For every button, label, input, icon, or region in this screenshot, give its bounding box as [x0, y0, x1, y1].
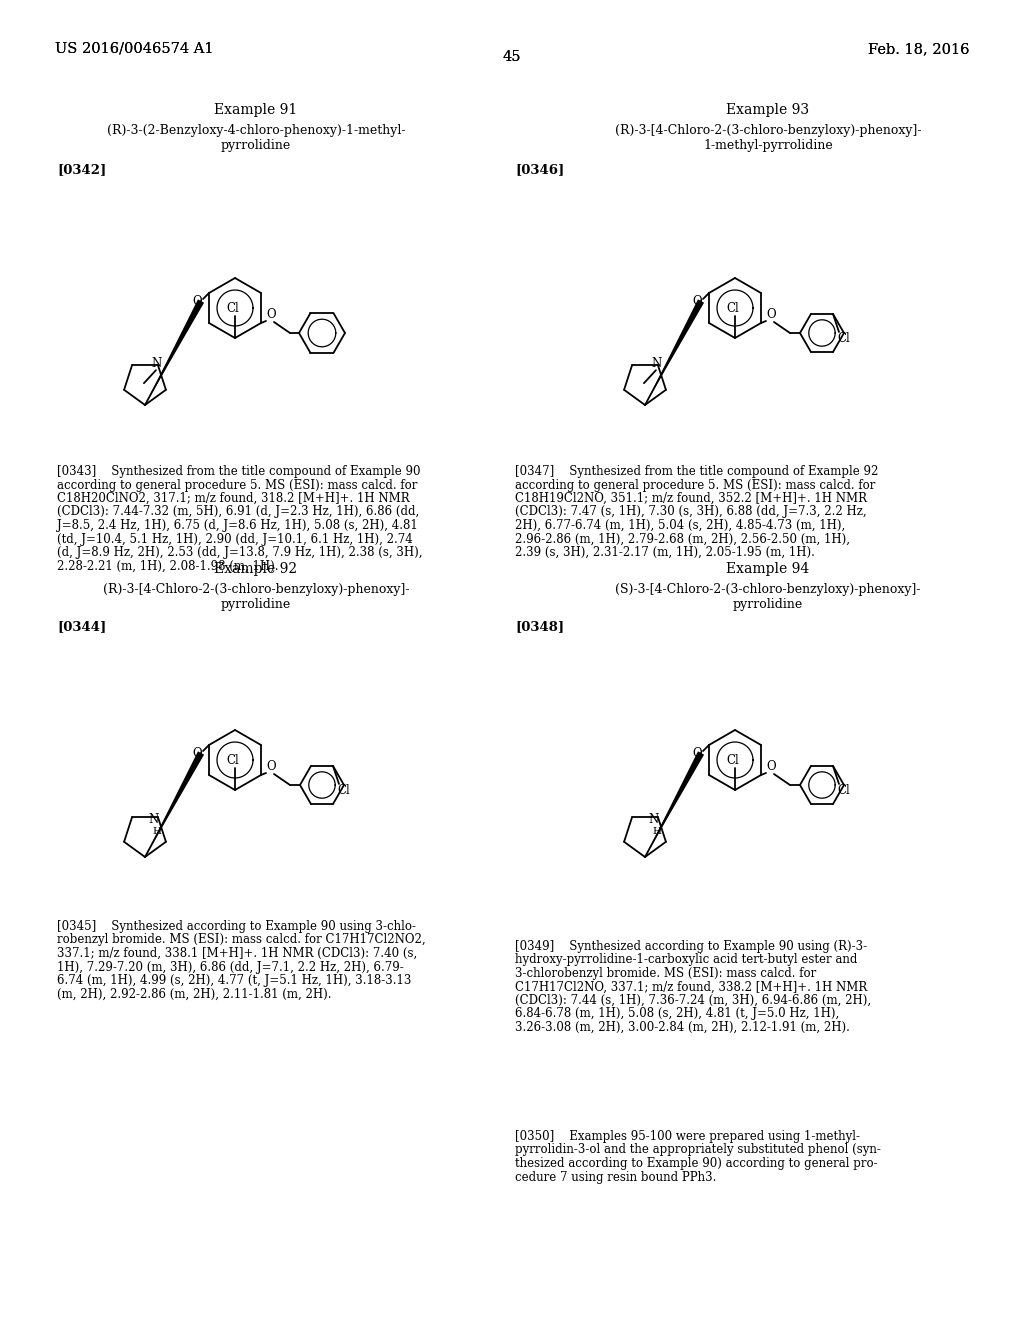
Text: 2H), 6.77-6.74 (m, 1H), 5.04 (s, 2H), 4.85-4.73 (m, 1H),: 2H), 6.77-6.74 (m, 1H), 5.04 (s, 2H), 4.…	[515, 519, 845, 532]
Text: Cl: Cl	[226, 754, 239, 767]
Text: (R)-3-[4-Chloro-2-(3-chloro-benzyloxy)-phenoxy]-: (R)-3-[4-Chloro-2-(3-chloro-benzyloxy)-p…	[614, 124, 922, 137]
Text: O: O	[692, 294, 701, 308]
Text: according to general procedure 5. MS (ESI): mass calcd. for: according to general procedure 5. MS (ES…	[57, 479, 418, 491]
Text: (S)-3-[4-Chloro-2-(3-chloro-benzyloxy)-phenoxy]-: (S)-3-[4-Chloro-2-(3-chloro-benzyloxy)-p…	[615, 583, 921, 597]
Text: 6.84-6.78 (m, 1H), 5.08 (s, 2H), 4.81 (t, J=5.0 Hz, 1H),: 6.84-6.78 (m, 1H), 5.08 (s, 2H), 4.81 (t…	[515, 1007, 840, 1020]
Text: pyrrolidin-3-ol and the appropriately substituted phenol (syn-: pyrrolidin-3-ol and the appropriately su…	[515, 1143, 881, 1156]
Text: Cl: Cl	[837, 784, 850, 797]
Text: O: O	[266, 308, 275, 321]
Text: O: O	[766, 308, 775, 321]
Text: (CDCl3): 7.47 (s, 1H), 7.30 (s, 3H), 6.88 (dd, J=7.3, 2.2 Hz,: (CDCl3): 7.47 (s, 1H), 7.30 (s, 3H), 6.8…	[515, 506, 866, 519]
Text: 2.39 (s, 3H), 2.31-2.17 (m, 1H), 2.05-1.95 (m, 1H).: 2.39 (s, 3H), 2.31-2.17 (m, 1H), 2.05-1.…	[515, 546, 815, 558]
Text: N: N	[652, 356, 663, 370]
Text: according to general procedure 5. MS (ESI): mass calcd. for: according to general procedure 5. MS (ES…	[515, 479, 876, 491]
Text: Cl: Cl	[726, 754, 738, 767]
Text: Cl: Cl	[837, 331, 850, 345]
Text: 1H), 7.29-7.20 (m, 3H), 6.86 (dd, J=7.1, 2.2 Hz, 2H), 6.79-: 1H), 7.29-7.20 (m, 3H), 6.86 (dd, J=7.1,…	[57, 961, 403, 974]
Text: [0346]: [0346]	[515, 162, 564, 176]
Text: US 2016/0046574 A1: US 2016/0046574 A1	[55, 42, 213, 55]
Text: cedure 7 using resin bound PPh3.: cedure 7 using resin bound PPh3.	[515, 1171, 717, 1184]
Text: H: H	[153, 826, 162, 836]
Text: 45: 45	[503, 50, 521, 63]
Text: pyrrolidine: pyrrolidine	[221, 139, 291, 152]
Text: Cl: Cl	[726, 302, 738, 315]
Text: O: O	[766, 759, 775, 772]
Text: 3.26-3.08 (m, 2H), 3.00-2.84 (m, 2H), 2.12-1.91 (m, 2H).: 3.26-3.08 (m, 2H), 3.00-2.84 (m, 2H), 2.…	[515, 1020, 850, 1034]
Text: N: N	[152, 356, 162, 370]
Text: O: O	[266, 759, 275, 772]
Text: Feb. 18, 2016: Feb. 18, 2016	[868, 42, 970, 55]
Text: (R)-3-(2-Benzyloxy-4-chloro-phenoxy)-1-methyl-: (R)-3-(2-Benzyloxy-4-chloro-phenoxy)-1-m…	[106, 124, 406, 137]
Text: [0347]    Synthesized from the title compound of Example 92: [0347] Synthesized from the title compou…	[515, 465, 879, 478]
Text: [0350]    Examples 95-100 were prepared using 1-methyl-: [0350] Examples 95-100 were prepared usi…	[515, 1130, 860, 1143]
Text: Example 94: Example 94	[726, 562, 810, 576]
Text: 3-chlorobenzyl bromide. MS (ESI): mass calcd. for: 3-chlorobenzyl bromide. MS (ESI): mass c…	[515, 968, 816, 979]
Polygon shape	[145, 300, 204, 405]
Text: (R)-3-[4-Chloro-2-(3-chloro-benzyloxy)-phenoxy]-: (R)-3-[4-Chloro-2-(3-chloro-benzyloxy)-p…	[102, 583, 410, 597]
Polygon shape	[645, 300, 705, 405]
Text: US 2016/0046574 A1: US 2016/0046574 A1	[55, 42, 213, 55]
Text: C17H17Cl2NO, 337.1; m/z found, 338.2 [M+H]+. 1H NMR: C17H17Cl2NO, 337.1; m/z found, 338.2 [M+…	[515, 981, 867, 994]
Text: O: O	[193, 294, 202, 308]
Text: (td, J=10.4, 5.1 Hz, 1H), 2.90 (dd, J=10.1, 6.1 Hz, 1H), 2.74: (td, J=10.4, 5.1 Hz, 1H), 2.90 (dd, J=10…	[57, 532, 413, 545]
Text: Example 91: Example 91	[214, 103, 298, 117]
Text: (m, 2H), 2.92-2.86 (m, 2H), 2.11-1.81 (m, 2H).: (m, 2H), 2.92-2.86 (m, 2H), 2.11-1.81 (m…	[57, 987, 332, 1001]
Text: Example 93: Example 93	[726, 103, 810, 117]
Text: (CDCl3): 7.44-7.32 (m, 5H), 6.91 (d, J=2.3 Hz, 1H), 6.86 (dd,: (CDCl3): 7.44-7.32 (m, 5H), 6.91 (d, J=2…	[57, 506, 419, 519]
Text: Feb. 18, 2016: Feb. 18, 2016	[868, 42, 970, 55]
Text: 6.74 (m, 1H), 4.99 (s, 2H), 4.77 (t, J=5.1 Hz, 1H), 3.18-3.13: 6.74 (m, 1H), 4.99 (s, 2H), 4.77 (t, J=5…	[57, 974, 412, 987]
Text: 1-methyl-pyrrolidine: 1-methyl-pyrrolidine	[703, 139, 833, 152]
Text: O: O	[193, 747, 202, 760]
Text: thesized according to Example 90) according to general pro-: thesized according to Example 90) accord…	[515, 1158, 878, 1170]
Text: H: H	[652, 826, 662, 836]
Text: J=8.5, 2.4 Hz, 1H), 6.75 (d, J=8.6 Hz, 1H), 5.08 (s, 2H), 4.81: J=8.5, 2.4 Hz, 1H), 6.75 (d, J=8.6 Hz, 1…	[57, 519, 418, 532]
Text: C18H19Cl2NO, 351.1; m/z found, 352.2 [M+H]+. 1H NMR: C18H19Cl2NO, 351.1; m/z found, 352.2 [M+…	[515, 492, 867, 506]
Text: robenzyl bromide. MS (ESI): mass calcd. for C17H17Cl2NO2,: robenzyl bromide. MS (ESI): mass calcd. …	[57, 933, 426, 946]
Text: pyrrolidine: pyrrolidine	[733, 598, 803, 611]
Text: 2.96-2.86 (m, 1H), 2.79-2.68 (m, 2H), 2.56-2.50 (m, 1H),: 2.96-2.86 (m, 1H), 2.79-2.68 (m, 2H), 2.…	[515, 532, 850, 545]
Text: Cl: Cl	[226, 302, 239, 315]
Text: [0342]: [0342]	[57, 162, 106, 176]
Text: [0343]    Synthesized from the title compound of Example 90: [0343] Synthesized from the title compou…	[57, 465, 421, 478]
Text: [0345]    Synthesized according to Example 90 using 3-chlo-: [0345] Synthesized according to Example …	[57, 920, 416, 933]
Text: [0349]    Synthesized according to Example 90 using (R)-3-: [0349] Synthesized according to Example …	[515, 940, 867, 953]
Text: [0344]: [0344]	[57, 620, 106, 634]
Text: C18H20ClNO2, 317.1; m/z found, 318.2 [M+H]+. 1H NMR: C18H20ClNO2, 317.1; m/z found, 318.2 [M+…	[57, 492, 410, 506]
Text: pyrrolidine: pyrrolidine	[221, 598, 291, 611]
Text: 2.28-2.21 (m, 1H), 2.08-1.98 (m, 1H).: 2.28-2.21 (m, 1H), 2.08-1.98 (m, 1H).	[57, 560, 279, 573]
Text: Example 92: Example 92	[214, 562, 298, 576]
Text: 45: 45	[503, 50, 521, 63]
Text: N: N	[649, 813, 659, 826]
Polygon shape	[645, 751, 705, 857]
Text: 337.1; m/z found, 338.1 [M+H]+. 1H NMR (CDCl3): 7.40 (s,: 337.1; m/z found, 338.1 [M+H]+. 1H NMR (…	[57, 946, 417, 960]
Text: [0348]: [0348]	[515, 620, 564, 634]
Text: (CDCl3): 7.44 (s, 1H), 7.36-7.24 (m, 3H), 6.94-6.86 (m, 2H),: (CDCl3): 7.44 (s, 1H), 7.36-7.24 (m, 3H)…	[515, 994, 871, 1007]
Polygon shape	[145, 751, 204, 857]
Text: O: O	[692, 747, 701, 760]
Text: (d, J=8.9 Hz, 2H), 2.53 (dd, J=13.8, 7.9 Hz, 1H), 2.38 (s, 3H),: (d, J=8.9 Hz, 2H), 2.53 (dd, J=13.8, 7.9…	[57, 546, 423, 558]
Text: Cl: Cl	[337, 784, 350, 797]
Text: hydroxy-pyrrolidine-1-carboxylic acid tert-butyl ester and: hydroxy-pyrrolidine-1-carboxylic acid te…	[515, 953, 857, 966]
Text: N: N	[148, 813, 159, 826]
